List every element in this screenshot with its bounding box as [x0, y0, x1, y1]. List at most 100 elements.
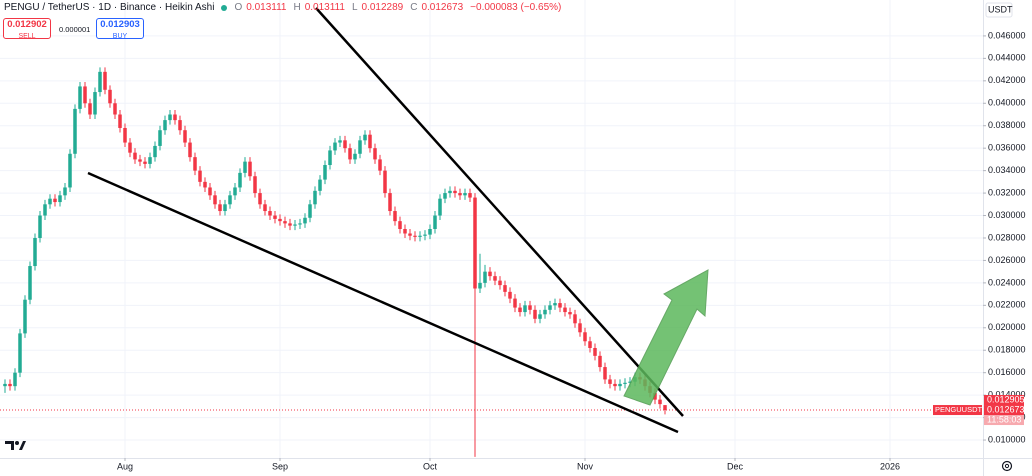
- candle-body: [528, 305, 532, 310]
- candle-body: [18, 333, 22, 373]
- candle-body: [73, 108, 77, 154]
- candle-body: [68, 153, 72, 188]
- candle-body: [468, 193, 472, 198]
- candle-body: [143, 161, 147, 164]
- buy-price: 0.012903: [100, 19, 140, 30]
- chart-title: PENGU / TetherUS · 1D · Binance · Heikin…: [4, 2, 215, 13]
- candle-body: [243, 161, 247, 173]
- candle-body: [388, 193, 392, 212]
- candle-body: [118, 114, 122, 128]
- y-tick-label: 0.042000: [988, 75, 1026, 85]
- candle-body: [558, 303, 562, 308]
- chart-header: PENGU / TetherUS · 1D · Binance · Heikin…: [4, 2, 564, 13]
- candle-body: [138, 159, 142, 162]
- candle-body: [358, 140, 362, 154]
- x-tick-label: Oct: [423, 461, 438, 471]
- trend-line: [87, 171, 679, 434]
- candle-body: [398, 221, 402, 229]
- candle-body: [188, 142, 192, 158]
- candle-body: [488, 271, 492, 277]
- candle-body: [238, 172, 242, 188]
- price-change: −0.000083 (−0.65%): [470, 2, 562, 13]
- candle-body: [43, 204, 47, 216]
- candle-body: [653, 392, 657, 400]
- y-tick-label: 0.022000: [988, 300, 1026, 310]
- candle-body: [598, 355, 602, 368]
- y-tick-label: 0.026000: [988, 255, 1026, 265]
- y-tick-label: 0.020000: [988, 322, 1026, 332]
- ohlc-value: 0.013111: [246, 2, 287, 13]
- y-tick-label: 0.024000: [988, 277, 1026, 287]
- candle-body: [323, 165, 327, 180]
- candle-body: [223, 204, 227, 212]
- candle-body: [368, 134, 372, 149]
- y-tick-label: 0.036000: [988, 143, 1026, 153]
- candle-body: [428, 229, 432, 235]
- candle-body: [213, 195, 217, 205]
- candle-body: [108, 89, 112, 104]
- price-badge-label: 0.012905: [987, 394, 1025, 404]
- candle-body: [543, 309, 547, 315]
- sell-price: 0.012902: [7, 19, 47, 30]
- ohlc-label: C: [410, 2, 418, 13]
- ohlc-label: O: [234, 2, 243, 13]
- candle-body: [578, 323, 582, 333]
- candle-body: [133, 152, 137, 160]
- y-tick-label: 0.018000: [988, 345, 1026, 355]
- symbol-label: PENGUUSDT: [935, 405, 983, 414]
- grid: [0, 0, 983, 458]
- candle-body: [193, 157, 197, 171]
- ohlc-value: 0.012289: [361, 2, 404, 13]
- candle-body: [408, 233, 412, 236]
- candle-body: [348, 148, 352, 160]
- candle-body: [58, 195, 62, 203]
- candle-body: [288, 223, 292, 226]
- candle-body: [263, 204, 267, 212]
- candle-body: [103, 71, 107, 90]
- sell-button[interactable]: 0.012902 SELL: [3, 18, 51, 40]
- candle-body: [463, 193, 467, 196]
- price-badge-label: 0.012673: [987, 404, 1025, 414]
- sell-label: SELL: [18, 33, 36, 40]
- ohlc-value: 0.013111: [304, 2, 345, 13]
- settings-icon[interactable]: [1001, 460, 1013, 472]
- candle-body: [573, 314, 577, 324]
- candle-body: [308, 204, 312, 218]
- y-tick-label: 0.014000: [988, 390, 1026, 400]
- candle-body: [283, 221, 287, 224]
- candle-body: [28, 266, 32, 300]
- candle-body: [508, 291, 512, 299]
- candle-body: [483, 271, 487, 283]
- candle-body: [153, 145, 157, 158]
- spread: 0.000001: [59, 25, 91, 34]
- candle-body: [538, 314, 542, 319]
- candle-body: [168, 114, 172, 121]
- y-tick-label: 0.010000: [988, 434, 1026, 444]
- candle-body: [33, 237, 37, 267]
- candle-body: [178, 120, 182, 131]
- x-tick-label: Aug: [117, 461, 133, 471]
- candle-body: [268, 211, 272, 216]
- candle-body: [608, 379, 612, 384]
- y-tick-label: 0.044000: [988, 53, 1026, 63]
- candle-body: [158, 130, 162, 146]
- candle-body: [603, 367, 607, 380]
- currency-box[interactable]: [985, 2, 1013, 18]
- candle-body: [493, 276, 497, 281]
- buy-button[interactable]: 0.012903 BUY: [96, 18, 144, 40]
- candle-body: [588, 341, 592, 348]
- candle-body: [338, 140, 342, 143]
- x-tick-label: Dec: [727, 461, 744, 471]
- candle-body: [613, 383, 617, 387]
- candle-body: [48, 198, 52, 205]
- candle-body: [628, 381, 632, 383]
- candle-body: [328, 150, 332, 166]
- candle-body: [218, 204, 222, 212]
- candle-body: [513, 298, 517, 308]
- candle-body: [228, 195, 232, 205]
- candle-body: [533, 309, 537, 319]
- candle-body: [403, 229, 407, 234]
- candle-body: [503, 285, 507, 292]
- candle-body: [63, 187, 67, 196]
- candle-body: [13, 372, 17, 387]
